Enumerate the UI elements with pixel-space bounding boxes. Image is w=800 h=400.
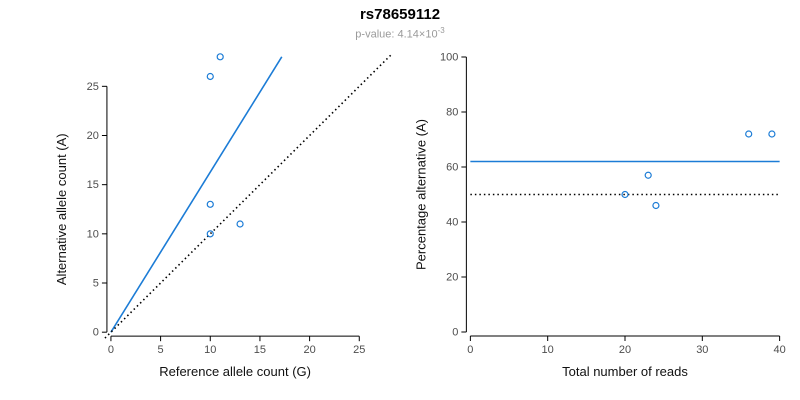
- y-tick-label: 20: [87, 130, 99, 142]
- data-points: [206, 53, 244, 238]
- data-point: [206, 72, 214, 81]
- x-axis-label: Reference allele count (G): [159, 364, 311, 379]
- figure-title: rs78659112: [359, 6, 441, 23]
- x-tick-label: 0: [108, 344, 114, 356]
- x-axis: 0 5 10 15 20 25: [108, 335, 365, 356]
- y-tick-label: 60: [446, 162, 458, 174]
- y-tick-label: 5: [93, 278, 99, 290]
- pvalue-text: p-value: 4.14×10: [355, 28, 438, 41]
- data-point: [745, 130, 753, 138]
- data-point: [644, 171, 652, 179]
- x-tick-label: 40: [774, 344, 786, 356]
- x-tick-label: 20: [303, 344, 315, 356]
- identity-line: [104, 53, 393, 339]
- x-tick-label: 0: [467, 344, 473, 356]
- y-tick-label: 0: [452, 327, 458, 339]
- data-points: [621, 130, 776, 210]
- y-axis-label: Percentage alternative (A): [413, 119, 428, 270]
- y-tick-label: 80: [446, 107, 458, 119]
- data-point: [206, 230, 214, 238]
- x-tick-label: 5: [158, 344, 164, 356]
- figure-subtitle: p-value: 4.14×10-3: [0, 26, 800, 41]
- x-tick-label: 20: [619, 344, 631, 356]
- x-tick-label: 25: [353, 344, 365, 356]
- data-point: [768, 130, 776, 138]
- x-axis: 0 10 20 30 40: [467, 335, 786, 356]
- data-point: [216, 53, 224, 61]
- y-tick-label: 25: [87, 81, 99, 93]
- y-axis-label: Alternative allele count (A): [54, 133, 69, 285]
- y-axis: 0 20 40 60 80 100: [440, 52, 467, 339]
- fit-line: [110, 56, 283, 333]
- y-tick-label: 100: [440, 52, 458, 64]
- x-tick-label: 30: [696, 344, 708, 356]
- data-point: [652, 201, 660, 210]
- trend-lines: [104, 53, 393, 339]
- y-tick-label: 20: [446, 272, 458, 284]
- y-tick-label: 0: [93, 327, 99, 339]
- y-axis: 0 5 10 15 20 25: [87, 81, 108, 339]
- figure-header: rs78659112 p-value: 4.14×10-3: [0, 6, 800, 41]
- data-point: [206, 200, 214, 208]
- charts-row: 0 5 10 15 20 25 0 5 10 15 20 25 Reference allele cou…: [0, 40, 800, 396]
- allele-count-scatter-chart: 0 5 10 15 20 25 0 5 10 15 20 25 Reference allele cou…: [54, 53, 393, 379]
- percentage-alternative-scatter-chart: 0 10 20 30 40 0 20 40 60 80 100 Total number of rea…: [413, 52, 786, 380]
- x-tick-label: 10: [542, 344, 554, 356]
- x-axis-label: Total number of reads: [562, 364, 688, 379]
- y-tick-label: 40: [446, 217, 458, 229]
- pvalue-exponent: -3: [437, 26, 445, 35]
- x-tick-label: 15: [254, 344, 266, 356]
- y-tick-label: 15: [87, 179, 99, 191]
- x-tick-label: 10: [204, 344, 216, 356]
- data-point: [621, 190, 629, 199]
- y-tick-label: 10: [87, 228, 99, 240]
- data-point: [236, 220, 244, 228]
- trend-lines: [470, 160, 780, 196]
